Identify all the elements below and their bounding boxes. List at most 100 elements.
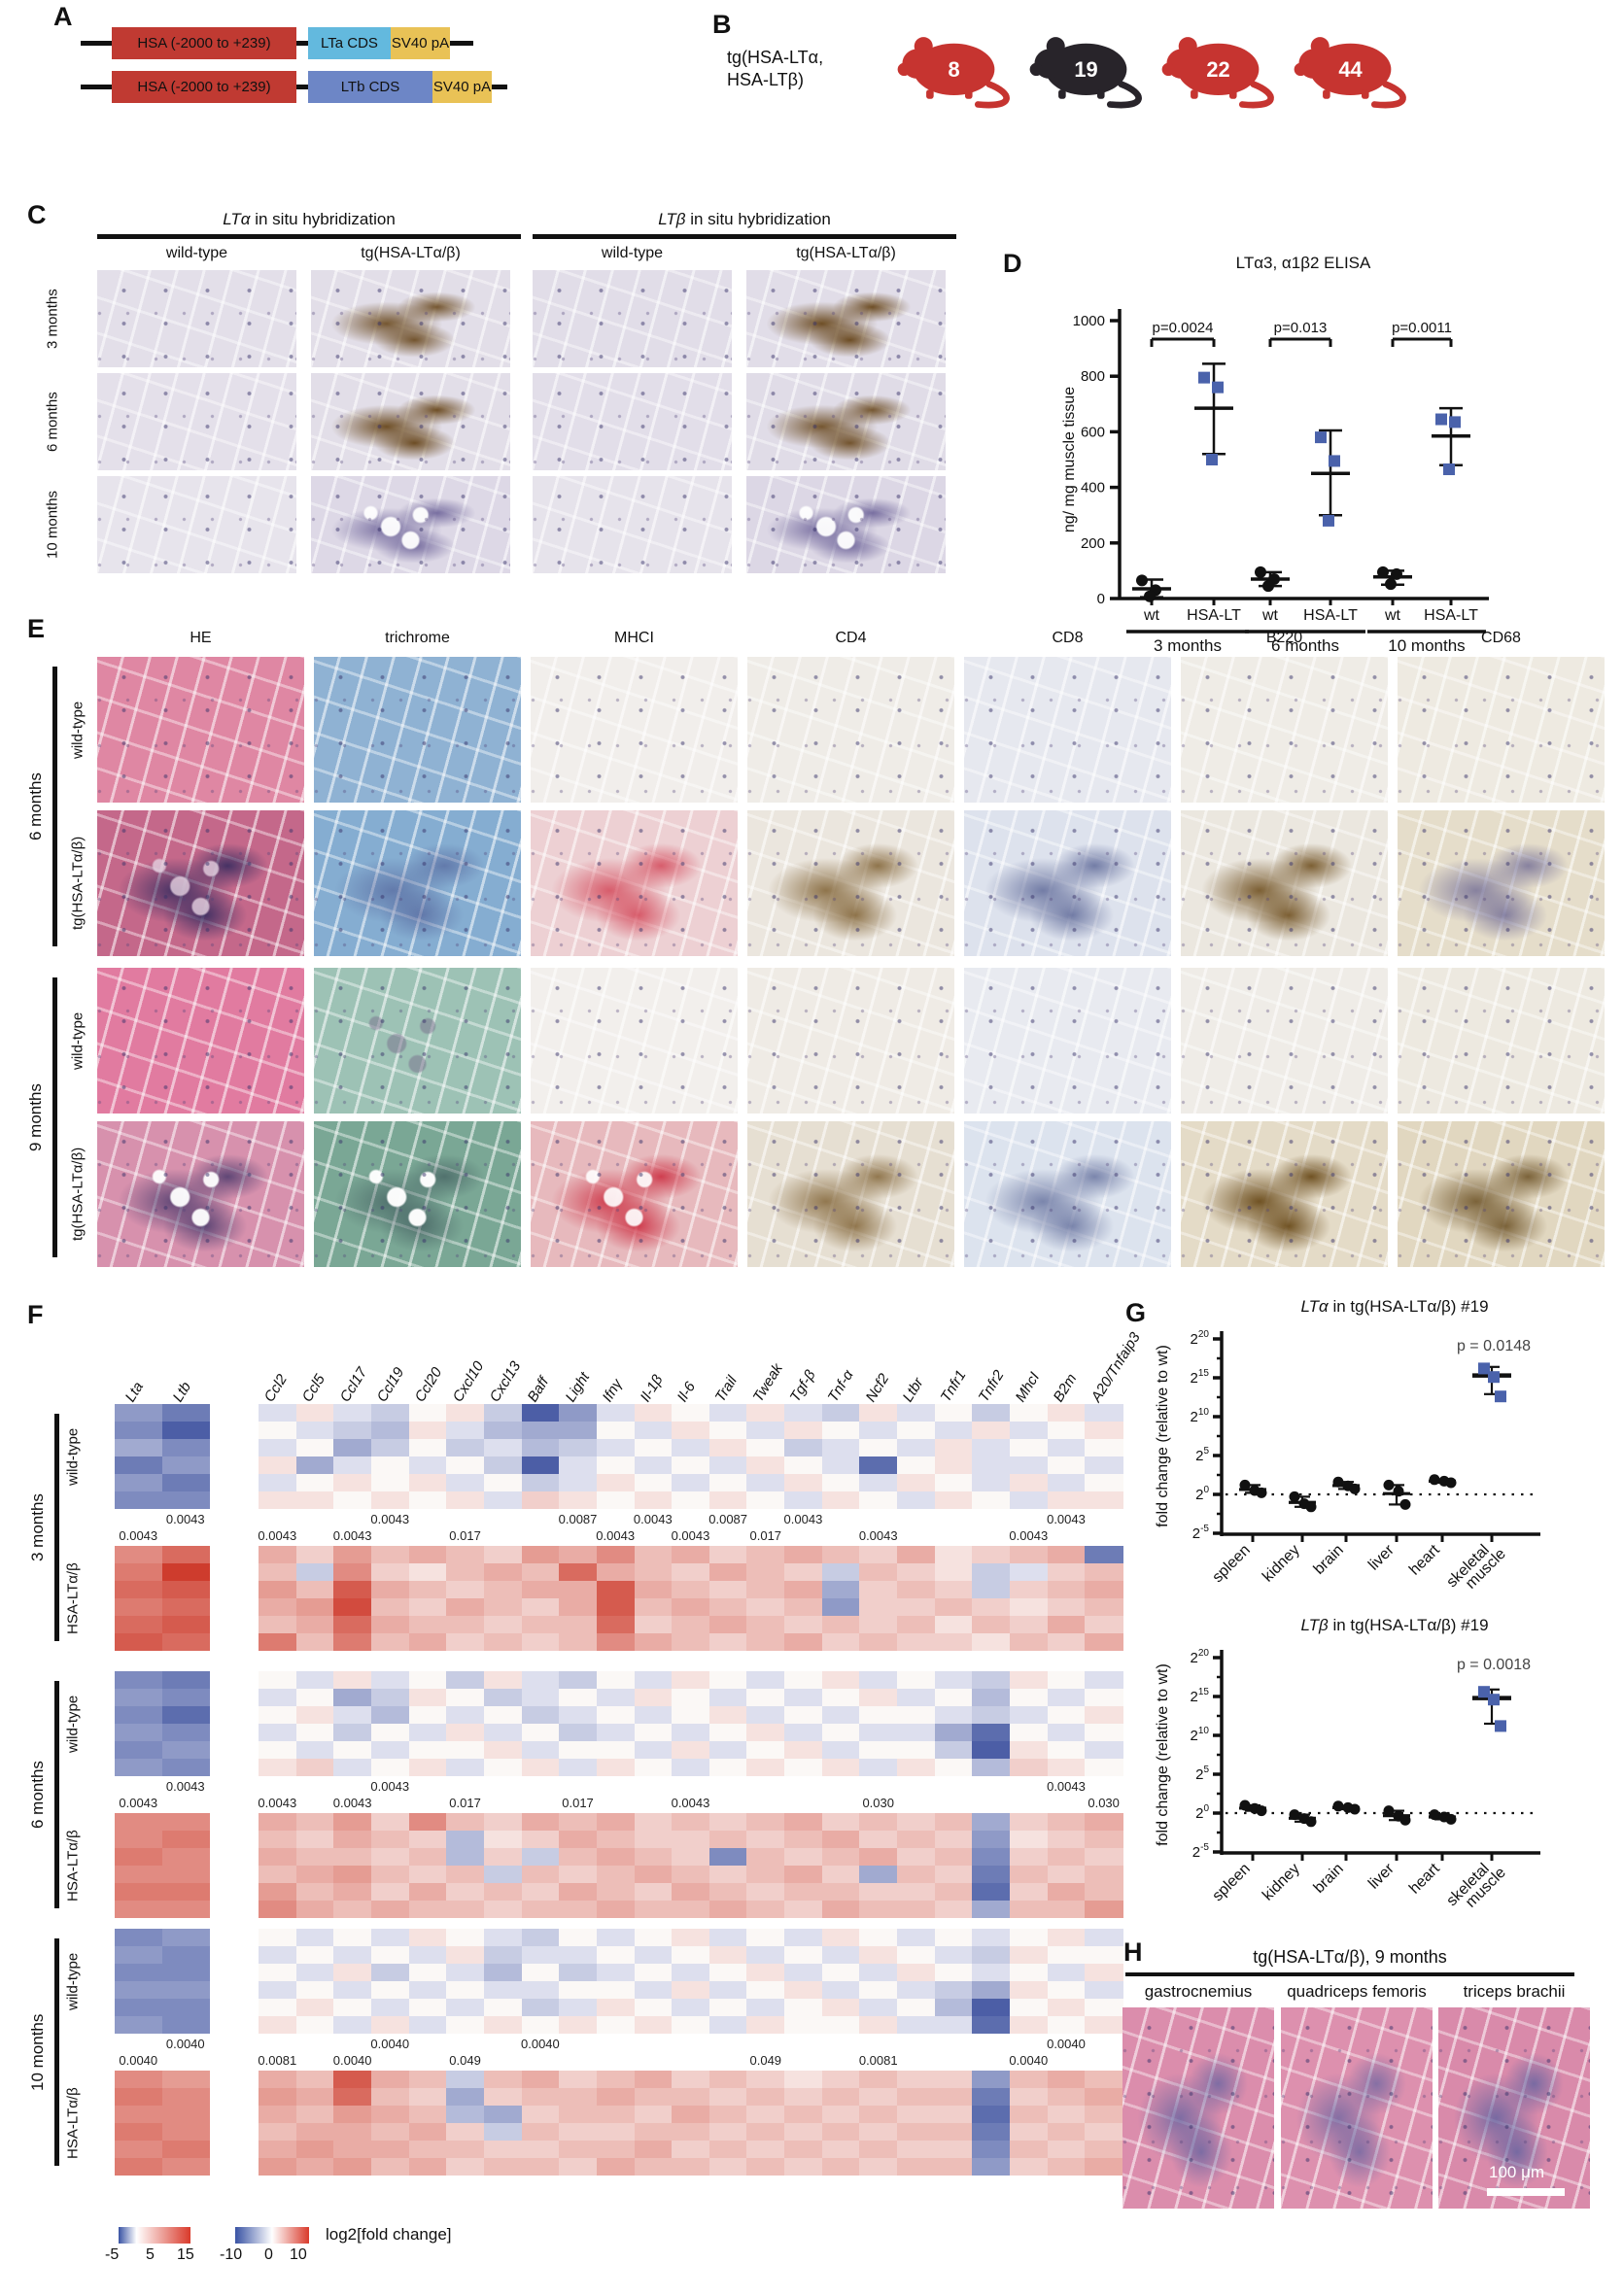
heatmap-cell: [295, 1546, 334, 1564]
heatmap-cell: [934, 1759, 973, 1777]
heatmap-cell: [897, 2071, 936, 2089]
svg-text:400: 400: [1081, 480, 1105, 497]
heatmap-cell: [446, 1598, 485, 1617]
gene-label: Light: [562, 1369, 593, 1405]
svg-text:heart: heart: [1406, 1860, 1443, 1897]
heatmap-cell: [859, 1929, 898, 1947]
panel-h-col-label: quadriceps femoris: [1287, 1982, 1427, 2001]
heatmap-cell: [972, 2088, 1011, 2107]
heatmap-legend-label: log2[fold change]: [326, 2225, 452, 2244]
heatmap-cell: [408, 2141, 447, 2159]
heatmap-cell: [559, 2106, 598, 2124]
heatmap-cell: [295, 1981, 334, 2000]
heatmap-cell: [634, 1866, 673, 1884]
panel-e-col-header: CD8: [1052, 630, 1084, 646]
heatmap-cell: [1047, 1422, 1086, 1440]
heatmap-cell: [559, 1831, 598, 1849]
panel-h-title: tg(HSA-LTα/β), 9 months: [1253, 1947, 1447, 1967]
heatmap-cell: [596, 1439, 636, 1457]
panel-e-micrograph: [314, 657, 521, 803]
heatmap-cell: [370, 1546, 410, 1564]
heatmap-cell: [897, 1724, 936, 1742]
panel-f-row-label: wild-type: [64, 1695, 82, 1753]
heatmap-p-value: 0.0040: [332, 2053, 372, 2068]
heatmap-cell: [521, 1474, 560, 1492]
heatmap-cell: [859, 1813, 898, 1832]
heatmap-cell: [1047, 1946, 1086, 1965]
heatmap-cell: [972, 1581, 1011, 1599]
speckle-texture: [531, 1121, 738, 1267]
heatmap-cell: [672, 1404, 710, 1422]
heatmap-cell: [821, 2088, 860, 2107]
heatmap-cell: [972, 1706, 1011, 1725]
heatmap-cell: [483, 2123, 523, 2142]
heatmap-p-value: 0.0081: [258, 2053, 297, 2068]
heatmap-p-value: 0.0043: [332, 1528, 372, 1543]
heatmap-cell: [746, 1741, 785, 1760]
heatmap-cell: [1085, 2088, 1123, 2107]
heatmap-cell: [1085, 1724, 1123, 1742]
heatmap-cell: [483, 1616, 523, 1634]
heatmap-cell: [897, 2158, 936, 2176]
speckle-texture: [1181, 968, 1388, 1114]
speckle-texture: [1281, 2007, 1433, 2209]
heatmap-cell: [161, 1883, 210, 1902]
heatmap-cell: [596, 2088, 636, 2107]
panel-b-label: B: [712, 10, 732, 39]
heatmap-cell: [259, 1724, 297, 1742]
heatmap-cell: [521, 1491, 560, 1510]
heatmap-cell: [295, 1999, 334, 2017]
heatmap-cell: [161, 1616, 210, 1634]
heatmap-cell: [859, 2088, 898, 2107]
heatmap-cell: [408, 1964, 447, 1982]
heatmap-cell: [859, 1546, 898, 1564]
heatmap-cell: [259, 1474, 297, 1492]
svg-text:215: 215: [1191, 1368, 1210, 1387]
heatmap-cell: [483, 1831, 523, 1849]
heatmap-cell: [115, 1929, 163, 1947]
heatmap-cell: [934, 1456, 973, 1475]
heatmap-cell: [746, 1848, 785, 1867]
polya-box: SV40 pA: [432, 71, 492, 103]
svg-text:220: 220: [1191, 1648, 1210, 1666]
heatmap-cell: [1010, 1671, 1049, 1690]
heatmap-cell: [559, 2088, 598, 2107]
heatmap-cell: [1047, 1831, 1086, 1849]
heatmap-cell: [333, 1616, 372, 1634]
heatmap-cell: [295, 1456, 334, 1475]
heatmap-cell: [784, 2141, 823, 2159]
heatmap-cell: [746, 2088, 785, 2107]
gene-label: Ccl20: [411, 1364, 446, 1405]
svg-text:19: 19: [1074, 57, 1097, 82]
heatmap-cell: [483, 1759, 523, 1777]
heatmap-cell: [115, 1474, 163, 1492]
heatmap-cell: [259, 2141, 297, 2159]
svg-text:44: 44: [1338, 57, 1363, 82]
heatmap-cell: [259, 1813, 297, 1832]
heatmap-cell: [115, 2158, 163, 2176]
heatmap-cell: [821, 1999, 860, 2017]
heatmap-cell: [897, 2123, 936, 2142]
heatmap-cell: [934, 1901, 973, 1919]
heatmap-cell: [634, 1422, 673, 1440]
heatmap-cell: [1047, 1581, 1086, 1599]
heatmap-cell: [115, 2016, 163, 2035]
heatmap-cell: [746, 1964, 785, 1982]
heatmap-cell: [483, 1946, 523, 1965]
heatmap-cell: [859, 2123, 898, 2142]
heatmap-cell: [1010, 1404, 1049, 1422]
heatmap-cell: [634, 1964, 673, 1982]
heatmap-cell: [784, 1456, 823, 1475]
heatmap-cell: [161, 1901, 210, 1919]
heatmap-cell: [821, 1456, 860, 1475]
heatmap-cell: [161, 1563, 210, 1582]
heatmap-cell: [446, 2141, 485, 2159]
heatmap-cell: [521, 1404, 560, 1422]
panel-e-row-label: tg(HSA-LTα/β): [69, 1147, 86, 1242]
svg-text:2-5: 2-5: [1192, 1524, 1210, 1542]
heatmap-cell: [1047, 1633, 1086, 1652]
heatmap-cell: [859, 2071, 898, 2089]
heatmap-cell: [784, 1999, 823, 2017]
heatmap-cell: [521, 1999, 560, 2017]
heatmap-cell: [446, 2016, 485, 2035]
